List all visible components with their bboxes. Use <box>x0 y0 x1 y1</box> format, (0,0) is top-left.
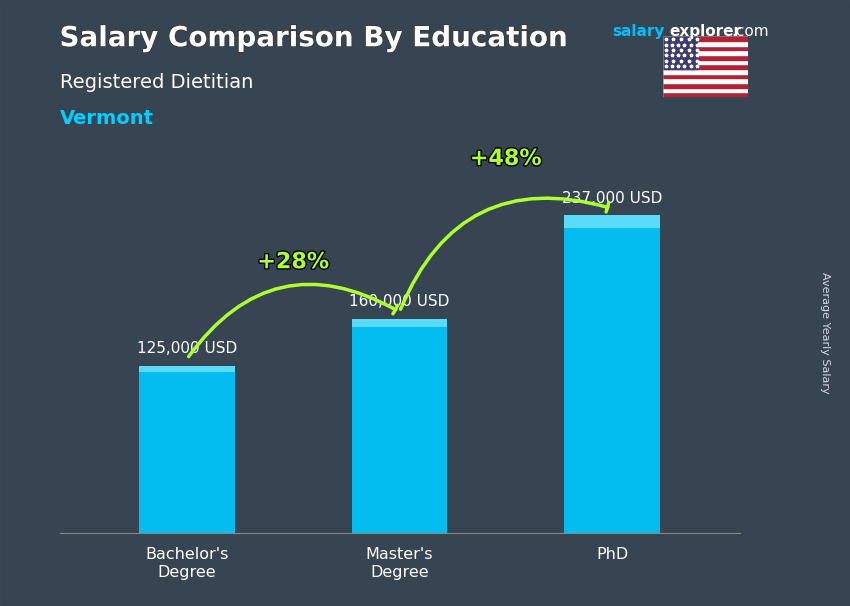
Bar <box>663 74 748 78</box>
Text: .com: .com <box>731 24 768 39</box>
Bar <box>663 83 748 88</box>
Bar <box>663 41 748 45</box>
Text: +28%: +28% <box>258 252 329 272</box>
Bar <box>352 319 447 327</box>
Bar <box>663 59 748 64</box>
Bar <box>663 45 748 50</box>
Bar <box>663 88 748 92</box>
Text: 125,000 USD: 125,000 USD <box>137 341 237 356</box>
Bar <box>663 64 748 69</box>
Text: Registered Dietitian: Registered Dietitian <box>60 73 253 92</box>
Bar <box>663 55 748 59</box>
Text: Vermont: Vermont <box>60 109 154 128</box>
Bar <box>663 78 748 83</box>
Text: Average Yearly Salary: Average Yearly Salary <box>819 273 830 394</box>
Bar <box>663 69 748 74</box>
Text: Salary Comparison By Education: Salary Comparison By Education <box>60 24 568 52</box>
Bar <box>564 215 660 228</box>
Bar <box>139 365 235 372</box>
Bar <box>564 215 660 533</box>
Text: +48%: +48% <box>470 149 541 169</box>
Bar <box>352 319 447 533</box>
Bar <box>663 36 697 69</box>
Text: 160,000 USD: 160,000 USD <box>349 294 450 309</box>
Bar <box>663 36 748 41</box>
Bar <box>663 50 748 55</box>
Text: 237,000 USD: 237,000 USD <box>562 191 662 206</box>
Text: salary: salary <box>612 24 665 39</box>
Bar <box>663 92 748 97</box>
Bar <box>139 365 235 533</box>
Text: explorer: explorer <box>670 24 742 39</box>
